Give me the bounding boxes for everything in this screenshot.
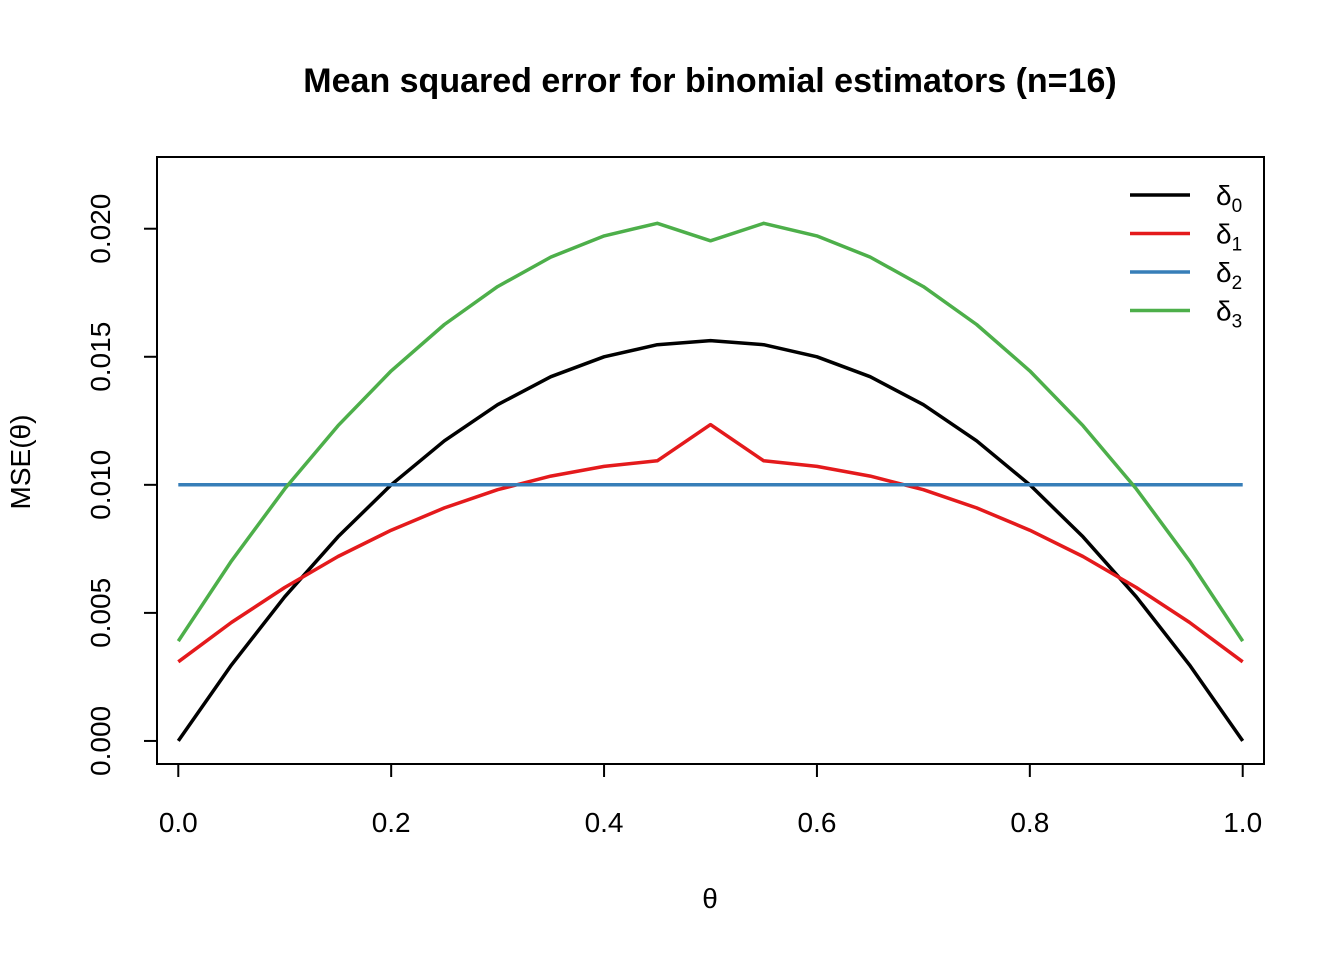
x-axis-label: θ — [702, 883, 718, 914]
x-tick-label: 0.8 — [1010, 807, 1049, 838]
x-tick-label: 0.0 — [159, 807, 198, 838]
legend-item-2: δ2 — [1130, 257, 1242, 294]
y-tick-label: 0.005 — [85, 578, 116, 648]
y-tick-label: 0.000 — [85, 706, 116, 776]
legend-item-3: δ3 — [1130, 296, 1242, 333]
x-tick-label: 0.2 — [372, 807, 411, 838]
legend-label: δ2 — [1216, 257, 1242, 294]
legend-label: δ0 — [1216, 180, 1242, 217]
y-tick-label: 0.015 — [85, 322, 116, 392]
x-tick-label: 1.0 — [1223, 807, 1262, 838]
series-line-1 — [177, 422, 1244, 664]
legend-label: δ1 — [1216, 219, 1242, 256]
plot-frame — [156, 156, 1265, 765]
y-tick-label: 0.020 — [85, 194, 116, 264]
chart-title: Mean squared error for binomial estimato… — [303, 62, 1116, 100]
y-tick-label: 0.010 — [85, 450, 116, 520]
series-line-0 — [176, 338, 1245, 742]
series-layer — [176, 221, 1245, 742]
y-axis: 0.000 0.005 0.010 0.015 0.020 — [85, 194, 158, 776]
y-axis-label: MSE(θ) — [5, 415, 36, 510]
series-line-3 — [176, 221, 1245, 643]
legend-item-1: δ1 — [1130, 219, 1242, 256]
x-tick-label: 0.4 — [585, 807, 624, 838]
legend-item-0: δ0 — [1130, 180, 1242, 217]
legend-label: δ3 — [1216, 296, 1242, 333]
x-tick-label: 0.6 — [797, 807, 836, 838]
x-axis: 0.0 0.2 0.4 0.6 0.8 1.0 — [159, 763, 1262, 838]
